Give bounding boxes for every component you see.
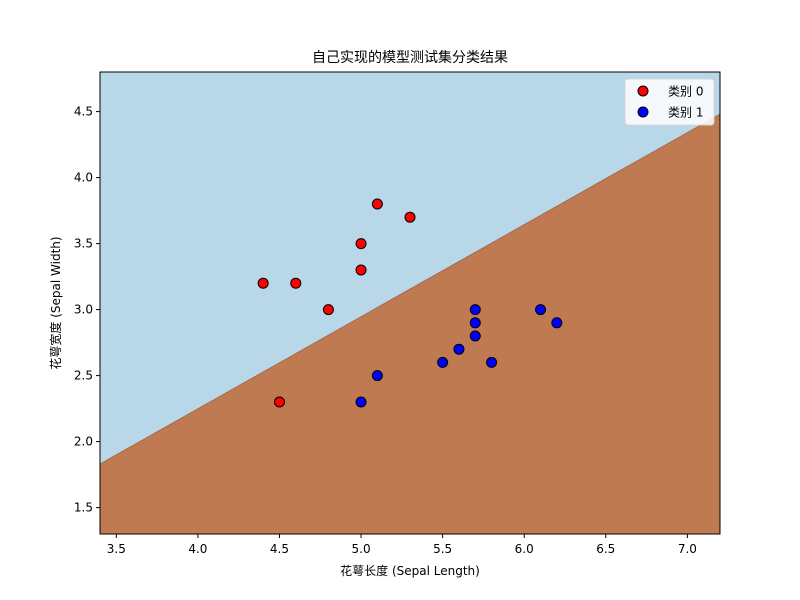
data-point-class-0 (322, 304, 334, 316)
legend: 类别 0 类别 1 (624, 78, 715, 126)
x-tick-label: 7.0 (678, 542, 697, 556)
y-axis-label: 花萼宽度 (Sepal Width) (48, 236, 63, 369)
y-axis-ticks: 1.5 2.0 2.5 3.0 3.5 4.0 4.5 (74, 105, 100, 515)
x-tick-label: 6.0 (515, 542, 534, 556)
plot-region (99, 71, 721, 535)
x-tick-label: 5.0 (352, 542, 371, 556)
y-tick-label: 2.5 (74, 369, 93, 383)
chart-title: 自己实现的模型测试集分类结果 (312, 49, 508, 66)
data-point-class-0 (257, 277, 269, 289)
data-point-class-1 (469, 304, 481, 316)
legend-marker-class-1 (637, 106, 649, 118)
legend-marker-class-0 (637, 85, 649, 97)
data-point-class-0 (355, 238, 367, 250)
legend-label-class-1: 类别 1 (668, 106, 703, 120)
y-tick-label: 2.0 (74, 435, 93, 449)
data-point-class-1 (486, 356, 498, 368)
data-point-class-1 (469, 317, 481, 329)
data-point-class-1 (371, 370, 383, 382)
x-tick-label: 4.5 (270, 542, 289, 556)
data-point-class-1 (469, 330, 481, 342)
y-tick-label: 3.5 (74, 237, 93, 251)
data-point-class-1 (535, 304, 547, 316)
data-point-class-0 (404, 211, 416, 223)
y-tick-label: 4.5 (74, 105, 93, 119)
data-point-class-0 (371, 198, 383, 210)
data-point-class-1 (551, 317, 563, 329)
data-point-class-1 (355, 396, 367, 408)
legend-label-class-0: 类别 0 (668, 85, 703, 99)
decision-boundary-line (99, 113, 721, 465)
x-tick-label: 6.5 (596, 542, 615, 556)
data-point-class-0 (273, 396, 285, 408)
x-tick-label: 5.5 (433, 542, 452, 556)
plot-frame (99, 71, 721, 535)
x-axis-ticks: 3.5 4.0 4.5 5.0 5.5 6.0 6.5 7.0 (107, 534, 697, 556)
data-point-class-1 (453, 343, 465, 355)
decision-region-class-1 (100, 114, 720, 535)
y-tick-label: 3.0 (74, 303, 93, 317)
x-tick-label: 4.0 (188, 542, 207, 556)
scatter-points (257, 198, 563, 408)
data-point-class-0 (355, 264, 367, 276)
data-point-class-0 (290, 277, 302, 289)
y-tick-label: 1.5 (74, 501, 93, 515)
data-point-class-1 (437, 356, 449, 368)
x-axis-label: 花萼长度 (Sepal Length) (340, 563, 480, 578)
x-tick-label: 3.5 (107, 542, 126, 556)
y-tick-label: 4.0 (74, 171, 93, 185)
